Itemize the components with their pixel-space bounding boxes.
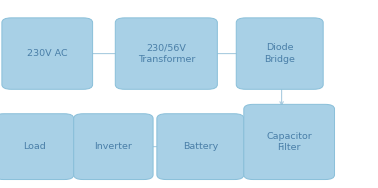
FancyBboxPatch shape — [0, 114, 74, 180]
FancyBboxPatch shape — [157, 114, 244, 180]
Text: Diode
Bridge: Diode Bridge — [264, 43, 295, 64]
Text: Inverter: Inverter — [94, 142, 132, 151]
Text: Load: Load — [23, 142, 45, 151]
Text: 230V AC: 230V AC — [27, 49, 68, 58]
Text: Capacitor
Filter: Capacitor Filter — [266, 132, 312, 152]
FancyBboxPatch shape — [115, 18, 217, 89]
FancyBboxPatch shape — [74, 114, 153, 180]
Text: 230/56V
Transformer: 230/56V Transformer — [138, 43, 195, 64]
FancyBboxPatch shape — [2, 18, 93, 89]
Text: Battery: Battery — [183, 142, 218, 151]
FancyBboxPatch shape — [244, 104, 335, 180]
FancyBboxPatch shape — [236, 18, 323, 89]
